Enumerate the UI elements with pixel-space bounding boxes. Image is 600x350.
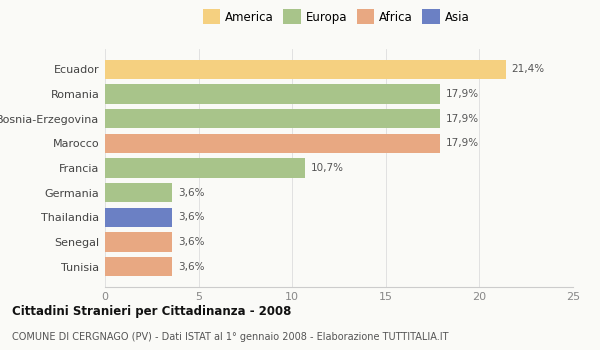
Bar <box>105 159 305 177</box>
Text: 3,6%: 3,6% <box>178 188 205 198</box>
Bar <box>105 183 172 202</box>
Bar <box>105 257 172 276</box>
Text: 10,7%: 10,7% <box>311 163 344 173</box>
Bar <box>105 109 440 128</box>
Text: 21,4%: 21,4% <box>511 64 544 75</box>
Bar <box>105 134 440 153</box>
Bar <box>105 208 172 227</box>
Text: 3,6%: 3,6% <box>178 212 205 222</box>
Bar <box>105 84 440 104</box>
Text: 3,6%: 3,6% <box>178 237 205 247</box>
Text: 3,6%: 3,6% <box>178 261 205 272</box>
Legend: America, Europa, Africa, Asia: America, Europa, Africa, Asia <box>199 6 473 27</box>
Bar <box>105 60 506 79</box>
Text: 17,9%: 17,9% <box>446 89 479 99</box>
Text: COMUNE DI CERGNAGO (PV) - Dati ISTAT al 1° gennaio 2008 - Elaborazione TUTTITALI: COMUNE DI CERGNAGO (PV) - Dati ISTAT al … <box>12 331 449 342</box>
Text: Cittadini Stranieri per Cittadinanza - 2008: Cittadini Stranieri per Cittadinanza - 2… <box>12 305 292 318</box>
Text: 17,9%: 17,9% <box>446 114 479 124</box>
Bar <box>105 232 172 252</box>
Text: 17,9%: 17,9% <box>446 138 479 148</box>
